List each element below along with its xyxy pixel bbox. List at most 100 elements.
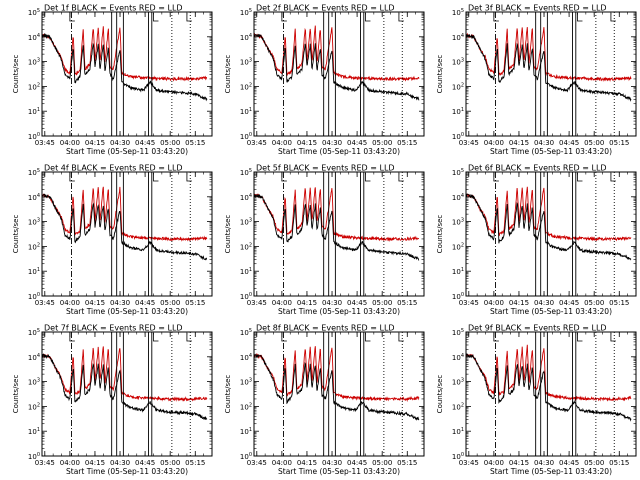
lld-series-line: [254, 346, 420, 403]
x-tick-label: 03:45: [247, 299, 267, 307]
step-marker: [365, 173, 371, 182]
x-axis-label: Start Time (05-Sep-11 03:43:20): [278, 467, 400, 476]
x-tick-label: 04:15: [509, 299, 529, 307]
panel-curves: [254, 25, 420, 101]
panel-title: Det 3f BLACK = Events RED = LLD: [468, 4, 607, 13]
x-tick-label: 05:00: [372, 139, 392, 147]
y-tick-label: 105: [452, 8, 464, 17]
y-axis-label: Counts/sec: [224, 375, 232, 414]
x-tick-label: 04:15: [297, 299, 317, 307]
y-tick-label: 102: [240, 82, 252, 91]
events-series-line: [42, 32, 208, 102]
x-tick-label: 05:00: [160, 299, 180, 307]
panel-frame: [465, 171, 637, 297]
x-tick-label: 05:15: [185, 299, 205, 307]
panel-curves: [466, 344, 632, 422]
y-tick-label: 104: [28, 193, 40, 202]
x-axis-label: Start Time (05-Sep-11 03:43:20): [278, 147, 400, 156]
x-tick-label: 04:30: [322, 459, 342, 467]
lld-series-line: [254, 25, 420, 82]
panel-frame: [41, 171, 213, 297]
events-series-line: [254, 353, 420, 421]
step-marker: [69, 333, 75, 342]
step-marker: [398, 13, 404, 22]
lld-series-line: [254, 187, 419, 242]
x-tick-label: 05:15: [397, 299, 417, 307]
panel-title: Det 8f BLACK = Events RED = LLD: [256, 324, 395, 333]
y-tick-label: 100: [240, 132, 252, 141]
step-marker: [577, 173, 583, 182]
y-tick-label: 101: [240, 427, 252, 436]
y-tick-label: 104: [28, 33, 40, 42]
step-marker: [365, 333, 371, 342]
y-tick-label: 101: [240, 107, 252, 116]
step-marker: [153, 173, 159, 182]
x-axis-label: Start Time (05-Sep-11 03:43:20): [66, 147, 188, 156]
y-tick-label: 103: [28, 218, 40, 227]
y-tick-label: 105: [28, 328, 40, 337]
panel-det-3: Det 3f BLACK = Events RED = LLD 100 101 102…: [436, 4, 637, 156]
x-axis-label: Start Time (05-Sep-11 03:43:20): [66, 307, 188, 316]
events-series-line: [254, 33, 420, 101]
step-marker: [153, 333, 159, 342]
step-marker: [281, 173, 287, 182]
y-tick-label: 102: [240, 242, 252, 251]
y-tick-label: 103: [240, 218, 252, 227]
y-tick-label: 104: [240, 33, 252, 42]
step-marker: [281, 333, 287, 342]
y-tick-label: 101: [452, 107, 464, 116]
y-tick-label: 101: [28, 267, 40, 276]
x-tick-label: 03:45: [35, 139, 55, 147]
x-tick-label: 04:00: [60, 459, 80, 467]
x-axis-label: Start Time (05-Sep-11 03:43:20): [490, 467, 612, 476]
step-marker: [153, 13, 159, 22]
y-tick-label: 104: [452, 33, 464, 42]
panel-title: Det 9f BLACK = Events RED = LLD: [468, 324, 607, 333]
step-marker: [186, 173, 192, 182]
x-tick-label: 05:15: [609, 299, 629, 307]
y-tick-label: 105: [452, 168, 464, 177]
x-tick-label: 04:00: [484, 299, 504, 307]
x-tick-label: 05:15: [185, 139, 205, 147]
x-tick-label: 04:30: [110, 299, 130, 307]
y-tick-label: 104: [240, 353, 252, 362]
panel-title: Det 1f BLACK = Events RED = LLD: [44, 4, 183, 13]
events-series-line: [466, 193, 632, 261]
x-tick-label: 04:15: [297, 139, 317, 147]
panel-curves: [466, 186, 632, 261]
x-axis-label: Start Time (05-Sep-11 03:43:20): [490, 307, 612, 316]
y-tick-label: 103: [28, 58, 40, 67]
y-tick-label: 103: [240, 378, 252, 387]
x-tick-label: 04:45: [559, 299, 579, 307]
step-marker: [186, 333, 192, 342]
events-series-line: [42, 353, 208, 420]
y-tick-label: 102: [28, 82, 40, 91]
step-marker: [610, 333, 616, 342]
step-marker: [186, 13, 192, 22]
y-axis-label: Counts/sec: [436, 215, 444, 254]
panel-det-7: Det 7f BLACK = Events RED = LLD 100 101 102…: [12, 324, 213, 476]
panel-det-4: Det 4f BLACK = Events RED = LLD 100 101 102…: [12, 164, 213, 316]
x-tick-label: 05:00: [372, 299, 392, 307]
lld-series-line: [42, 346, 208, 402]
y-tick-label: 102: [28, 402, 40, 411]
panel-frame: [253, 331, 425, 457]
x-tick-label: 04:30: [322, 139, 342, 147]
x-tick-label: 04:00: [484, 139, 504, 147]
step-marker: [398, 173, 404, 182]
step-marker: [281, 13, 287, 22]
events-series-line: [254, 193, 420, 261]
x-tick-label: 04:45: [135, 139, 155, 147]
x-tick-label: 04:45: [135, 459, 155, 467]
x-tick-label: 05:15: [397, 139, 417, 147]
x-tick-label: 05:00: [584, 459, 604, 467]
x-tick-label: 04:30: [322, 299, 342, 307]
y-tick-label: 104: [28, 353, 40, 362]
panel-det-8: Det 8f BLACK = Events RED = LLD 100 101 102…: [224, 324, 425, 476]
x-tick-label: 04:15: [509, 139, 529, 147]
x-tick-label: 05:15: [185, 459, 205, 467]
step-marker: [493, 333, 499, 342]
panel-title: Det 5f BLACK = Events RED = LLD: [256, 164, 395, 173]
panel-frame: [41, 331, 213, 457]
